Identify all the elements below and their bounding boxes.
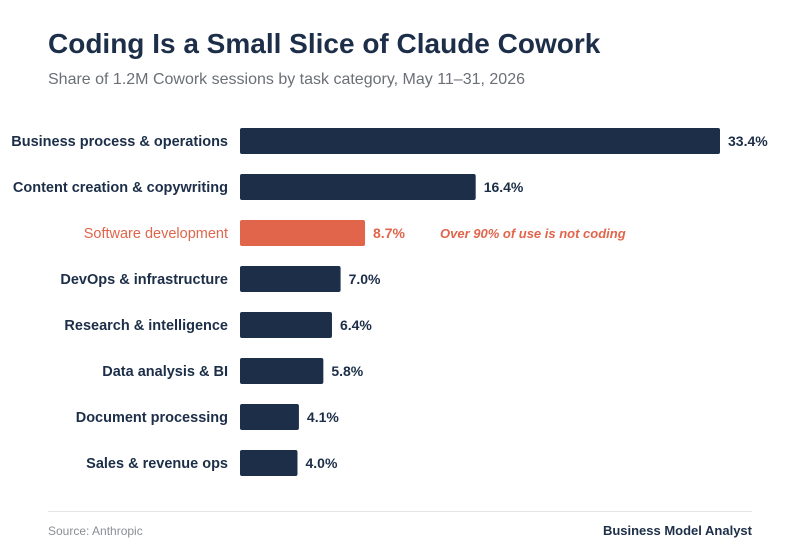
value-label-sales-and-revenue-ops: 4.0% — [305, 455, 337, 471]
category-label-business-process-and-operations: Business process & operations — [11, 134, 228, 150]
bar-document-processing — [240, 404, 299, 430]
category-label-content-creation-and-copywriting: Content creation & copywriting — [13, 180, 228, 196]
footer-divider — [48, 511, 752, 512]
value-label-research-and-intelligence: 6.4% — [340, 317, 372, 333]
source-note: Source: Anthropic — [48, 524, 143, 538]
bar-content-creation-and-copywriting — [240, 174, 476, 200]
category-label-devops-and-infrastructure: DevOps & infrastructure — [60, 272, 228, 288]
bar-business-process-and-operations — [240, 128, 720, 154]
chart-subtitle: Share of 1.2M Cowork sessions by task ca… — [48, 71, 525, 88]
value-label-data-analysis-and-bi: 5.8% — [331, 363, 363, 379]
chart-title: Coding Is a Small Slice of Claude Cowork — [48, 28, 601, 59]
category-label-research-and-intelligence: Research & intelligence — [64, 318, 228, 334]
value-label-business-process-and-operations: 33.4% — [728, 133, 768, 149]
bar-sales-and-revenue-ops — [240, 450, 298, 476]
annotation-text: Over 90% of use is not coding — [440, 226, 626, 241]
value-label-document-processing: 4.1% — [307, 409, 339, 425]
category-label-software-development: Software development — [84, 226, 228, 242]
category-label-data-analysis-and-bi: Data analysis & BI — [102, 364, 228, 380]
bar-devops-and-infrastructure — [240, 266, 341, 292]
bar-software-development — [240, 220, 366, 246]
value-label-software-development: 8.7% — [373, 225, 405, 241]
value-label-devops-and-infrastructure: 7.0% — [349, 271, 381, 287]
brand-label: Business Model Analyst — [602, 523, 752, 538]
bar-research-and-intelligence — [240, 312, 332, 338]
category-label-document-processing: Document processing — [76, 410, 228, 426]
value-label-content-creation-and-copywriting: 16.4% — [484, 179, 524, 195]
bar-data-analysis-and-bi — [240, 358, 324, 384]
category-label-sales-and-revenue-ops: Sales & revenue ops — [86, 456, 228, 472]
